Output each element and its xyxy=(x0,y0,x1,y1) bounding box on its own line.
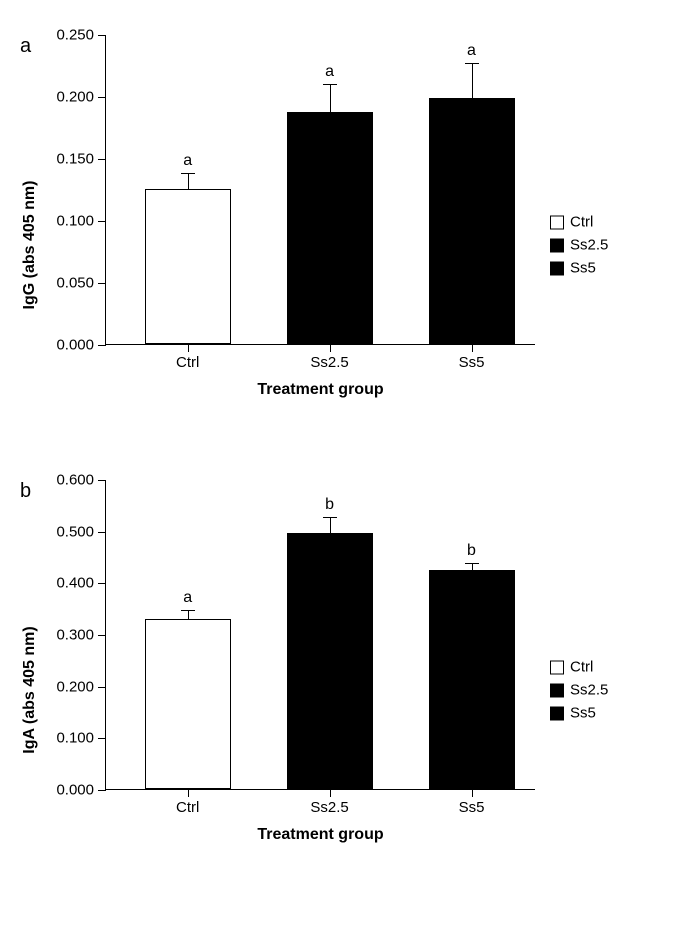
legend-item: Ss2.5 xyxy=(550,682,608,699)
y-axis-title: IgA (abs 405 nm) xyxy=(21,626,39,753)
error-bar xyxy=(472,64,473,99)
panel-a: a0.0000.0500.1000.1500.2000.250aCtrlaSs2… xyxy=(10,35,675,455)
y-tick xyxy=(98,283,106,284)
y-tick-label: 0.600 xyxy=(56,472,94,489)
x-axis-title: Treatment group xyxy=(257,381,383,399)
legend-item: Ctrl xyxy=(550,214,608,231)
legend-swatch xyxy=(550,238,564,252)
y-tick-label: 0.500 xyxy=(56,523,94,540)
legend-item: Ss5 xyxy=(550,260,608,277)
x-tick-label: Ss5 xyxy=(459,799,485,816)
error-cap xyxy=(181,173,195,174)
x-tick xyxy=(330,344,331,352)
legend-label: Ss2.5 xyxy=(570,237,608,254)
x-tick-label: Ctrl xyxy=(176,799,199,816)
error-bar xyxy=(330,85,331,112)
legend-item: Ss2.5 xyxy=(550,237,608,254)
legend-label: Ctrl xyxy=(570,214,593,231)
chart-area: 0.0000.0500.1000.1500.2000.250aCtrlaSs2.… xyxy=(105,35,535,345)
panel-b: b0.0000.1000.2000.3000.4000.5000.600aCtr… xyxy=(10,480,675,900)
bar-ss5 xyxy=(429,570,515,789)
x-tick xyxy=(188,789,189,797)
y-tick xyxy=(98,159,106,160)
legend-item: Ss5 xyxy=(550,705,608,722)
y-tick-label: 0.250 xyxy=(56,27,94,44)
legend: Ctrl Ss2.5 Ss5 xyxy=(550,653,608,728)
error-cap xyxy=(323,84,337,85)
y-tick xyxy=(98,583,106,584)
y-tick-label: 0.000 xyxy=(56,337,94,354)
y-tick xyxy=(98,532,106,533)
error-cap xyxy=(465,563,479,564)
y-axis-title: IgG (abs 405 nm) xyxy=(21,181,39,310)
error-bar xyxy=(472,564,473,570)
x-tick xyxy=(330,789,331,797)
y-tick-label: 0.300 xyxy=(56,627,94,644)
x-axis-title: Treatment group xyxy=(257,826,383,844)
legend-swatch xyxy=(550,660,564,674)
y-tick-label: 0.150 xyxy=(56,151,94,168)
y-tick xyxy=(98,97,106,98)
y-tick-label: 0.000 xyxy=(56,782,94,799)
legend-swatch xyxy=(550,215,564,229)
y-tick-label: 0.400 xyxy=(56,575,94,592)
y-tick xyxy=(98,738,106,739)
bar-ctrl xyxy=(145,619,231,790)
bar-ss2-5 xyxy=(287,533,373,789)
significance-label: a xyxy=(183,589,192,607)
legend-label: Ss5 xyxy=(570,705,596,722)
legend-label: Ctrl xyxy=(570,659,593,676)
y-tick xyxy=(98,635,106,636)
legend: Ctrl Ss2.5 Ss5 xyxy=(550,208,608,283)
y-tick xyxy=(98,35,106,36)
legend-swatch xyxy=(550,706,564,720)
y-tick xyxy=(98,687,106,688)
y-tick-label: 0.200 xyxy=(56,89,94,106)
bar-ss5 xyxy=(429,98,515,344)
y-tick-label: 0.100 xyxy=(56,213,94,230)
legend-item: Ctrl xyxy=(550,659,608,676)
x-tick-label: Ctrl xyxy=(176,354,199,371)
chart-area: 0.0000.1000.2000.3000.4000.5000.600aCtrl… xyxy=(105,480,535,790)
error-bar xyxy=(330,518,331,534)
panel-label: a xyxy=(20,35,31,58)
y-tick-label: 0.050 xyxy=(56,275,94,292)
bar-ss2-5 xyxy=(287,112,373,344)
legend-swatch xyxy=(550,683,564,697)
x-tick-label: Ss2.5 xyxy=(310,354,348,371)
error-bar xyxy=(188,611,189,619)
significance-label: b xyxy=(467,542,476,560)
significance-label: a xyxy=(183,152,192,170)
legend-swatch xyxy=(550,261,564,275)
x-tick xyxy=(188,344,189,352)
y-tick xyxy=(98,790,106,791)
legend-label: Ss5 xyxy=(570,260,596,277)
error-cap xyxy=(323,517,337,518)
legend-label: Ss2.5 xyxy=(570,682,608,699)
significance-label: a xyxy=(467,42,476,60)
x-tick-label: Ss5 xyxy=(459,354,485,371)
y-tick xyxy=(98,480,106,481)
error-cap xyxy=(181,610,195,611)
error-bar xyxy=(188,174,189,189)
bar-ctrl xyxy=(145,189,231,344)
y-tick xyxy=(98,221,106,222)
x-tick xyxy=(472,789,473,797)
y-tick xyxy=(98,345,106,346)
significance-label: b xyxy=(325,496,334,514)
x-tick xyxy=(472,344,473,352)
x-tick-label: Ss2.5 xyxy=(310,799,348,816)
y-tick-label: 0.100 xyxy=(56,730,94,747)
panel-label: b xyxy=(20,480,31,503)
y-tick-label: 0.200 xyxy=(56,678,94,695)
significance-label: a xyxy=(325,63,334,81)
error-cap xyxy=(465,63,479,64)
